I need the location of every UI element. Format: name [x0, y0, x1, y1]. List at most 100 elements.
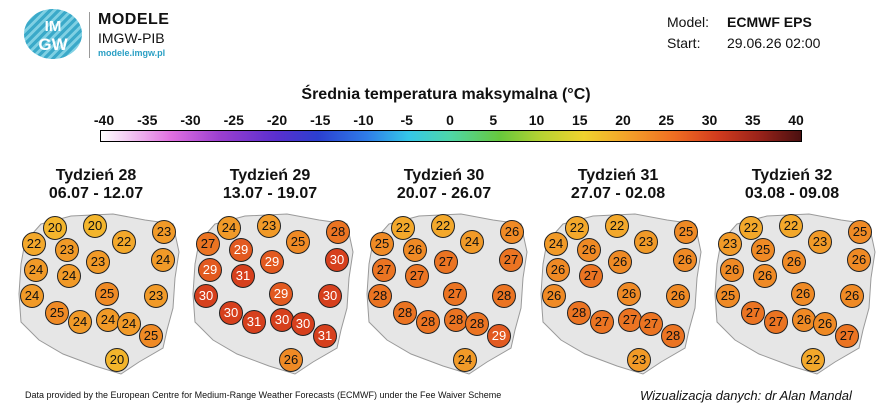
station-temperature: 29	[260, 250, 284, 274]
station-temperature: 27	[443, 282, 467, 306]
station-temperature: 27	[196, 232, 220, 256]
station-temperature: 26	[577, 238, 601, 262]
week-label: Tydzień 32 03.08 - 09.08	[707, 167, 877, 203]
station-temperature: 31	[313, 324, 337, 348]
week-dates: 13.07 - 19.07	[222, 185, 318, 202]
scale-tick: -10	[353, 112, 374, 128]
start-value: 29.06.26 02:00	[727, 35, 821, 51]
station-temperature: 20	[105, 348, 129, 372]
scale-tick: 40	[788, 112, 804, 128]
scale-tick: -25	[223, 112, 244, 128]
station-temperature: 20	[83, 214, 107, 238]
station-temperature: 25	[848, 220, 872, 244]
week-dates: 03.08 - 09.08	[744, 185, 840, 202]
station-temperature: 28	[567, 301, 591, 325]
station-temperature: 27	[499, 248, 523, 272]
model-value: ECMWF EPS	[727, 14, 812, 30]
station-temperature: 23	[144, 284, 168, 308]
week-dates: 27.07 - 02.08	[570, 185, 666, 202]
map-title: Średnia temperatura maksymalna (°C)	[301, 86, 591, 103]
scale-tick: -30	[180, 112, 201, 128]
station-temperature: 23	[152, 220, 176, 244]
week-name: Tydzień 29	[229, 167, 311, 184]
station-temperature: 25	[716, 284, 740, 308]
station-temperature: 25	[45, 301, 69, 325]
station-temperature: 26	[542, 284, 566, 308]
station-temperature: 30	[194, 284, 218, 308]
station-temperature: 27	[434, 250, 458, 274]
station-temperature: 27	[835, 324, 859, 348]
scale-tick: -35	[137, 112, 158, 128]
station-temperature: 23	[257, 214, 281, 238]
station-temperature: 24	[117, 312, 141, 336]
logo-divider	[89, 12, 90, 58]
week-dates: 06.07 - 12.07	[48, 185, 144, 202]
week-label: Tydzień 29 13.07 - 19.07	[185, 167, 355, 203]
station-temperature: 24	[24, 258, 48, 282]
start-label: Start:	[667, 35, 701, 51]
week-label: Tydzień 28 06.07 - 12.07	[11, 167, 181, 203]
brand-url[interactable]: modele.imgw.pl	[98, 48, 166, 58]
week-name: Tydzień 30	[403, 167, 485, 184]
station-temperature: 26	[617, 282, 641, 306]
station-temperature: 27	[405, 264, 429, 288]
station-temperature: 22	[565, 216, 589, 240]
week-label: Tydzień 31 27.07 - 02.08	[533, 167, 703, 203]
week-name: Tydzień 28	[55, 167, 137, 184]
scale-tick: -15	[310, 112, 331, 128]
station-temperature: 22	[605, 214, 629, 238]
station-temperature: 22	[22, 232, 46, 256]
station-temperature: 28	[326, 220, 350, 244]
station-temperature: 25	[674, 220, 698, 244]
station-temperature: 27	[639, 312, 663, 336]
station-temperature: 24	[460, 230, 484, 254]
station-temperature: 25	[286, 230, 310, 254]
logo-icon: IM GW	[24, 9, 82, 59]
scale-tick: -20	[266, 112, 288, 128]
station-temperature: 22	[739, 216, 763, 240]
station-temperature: 29	[487, 324, 511, 348]
station-temperature: 24	[96, 308, 120, 332]
station-temperature: 28	[416, 310, 440, 334]
station-temperature: 22	[779, 214, 803, 238]
station-temperature: 27	[764, 310, 788, 334]
station-temperature: 27	[372, 258, 396, 282]
scale-tick: -40	[93, 112, 115, 128]
station-temperature: 22	[112, 230, 136, 254]
station-temperature: 27	[741, 301, 765, 325]
station-temperature: 30	[325, 248, 349, 272]
brand-name: MODELE	[98, 11, 170, 28]
station-temperature: 25	[751, 238, 775, 262]
station-temperature: 26	[403, 238, 427, 262]
station-temperature: 26	[673, 248, 697, 272]
station-temperature: 26	[546, 258, 570, 282]
station-temperature: 20	[43, 216, 67, 240]
station-temperature: 27	[590, 310, 614, 334]
station-temperature: 26	[500, 220, 524, 244]
station-temperature: 26	[279, 348, 303, 372]
station-temperature: 25	[95, 282, 119, 306]
station-temperature: 26	[792, 308, 816, 332]
station-temperature: 28	[393, 301, 417, 325]
poland-map: 20 20 22 22 23 23 24 24 23 24 24 23 25 25 24 24 24 25 20	[13, 212, 183, 380]
station-temperature: 26	[791, 282, 815, 306]
station-temperature: 25	[370, 232, 394, 256]
station-temperature: 24	[544, 232, 568, 256]
station-temperature: 30	[270, 308, 294, 332]
station-temperature: 26	[813, 312, 837, 336]
scale-tick: 35	[744, 112, 761, 128]
scale-tick: 5	[489, 112, 498, 128]
model-label: Model:	[667, 14, 710, 30]
station-temperature: 25	[139, 324, 163, 348]
scale-tick: 30	[701, 112, 718, 128]
scale-tick: 25	[658, 112, 675, 128]
station-temperature: 22	[391, 216, 415, 240]
station-temperature: 29	[269, 282, 293, 306]
station-temperature: 23	[718, 232, 742, 256]
poland-map: 24 23 27 25 28 29 30 29 29 31 30 30 30 29 31 30 30 31 26	[187, 212, 357, 380]
data-credit: Data provided by the European Centre for…	[25, 390, 502, 400]
scale-tick: 20	[615, 112, 631, 128]
station-temperature: 23	[634, 230, 658, 254]
station-temperature: 29	[229, 238, 253, 262]
poland-map: 22 22 25 24 26 26 27 27 27 27 28 28 28 27 28 28 28 29 24	[361, 212, 531, 380]
